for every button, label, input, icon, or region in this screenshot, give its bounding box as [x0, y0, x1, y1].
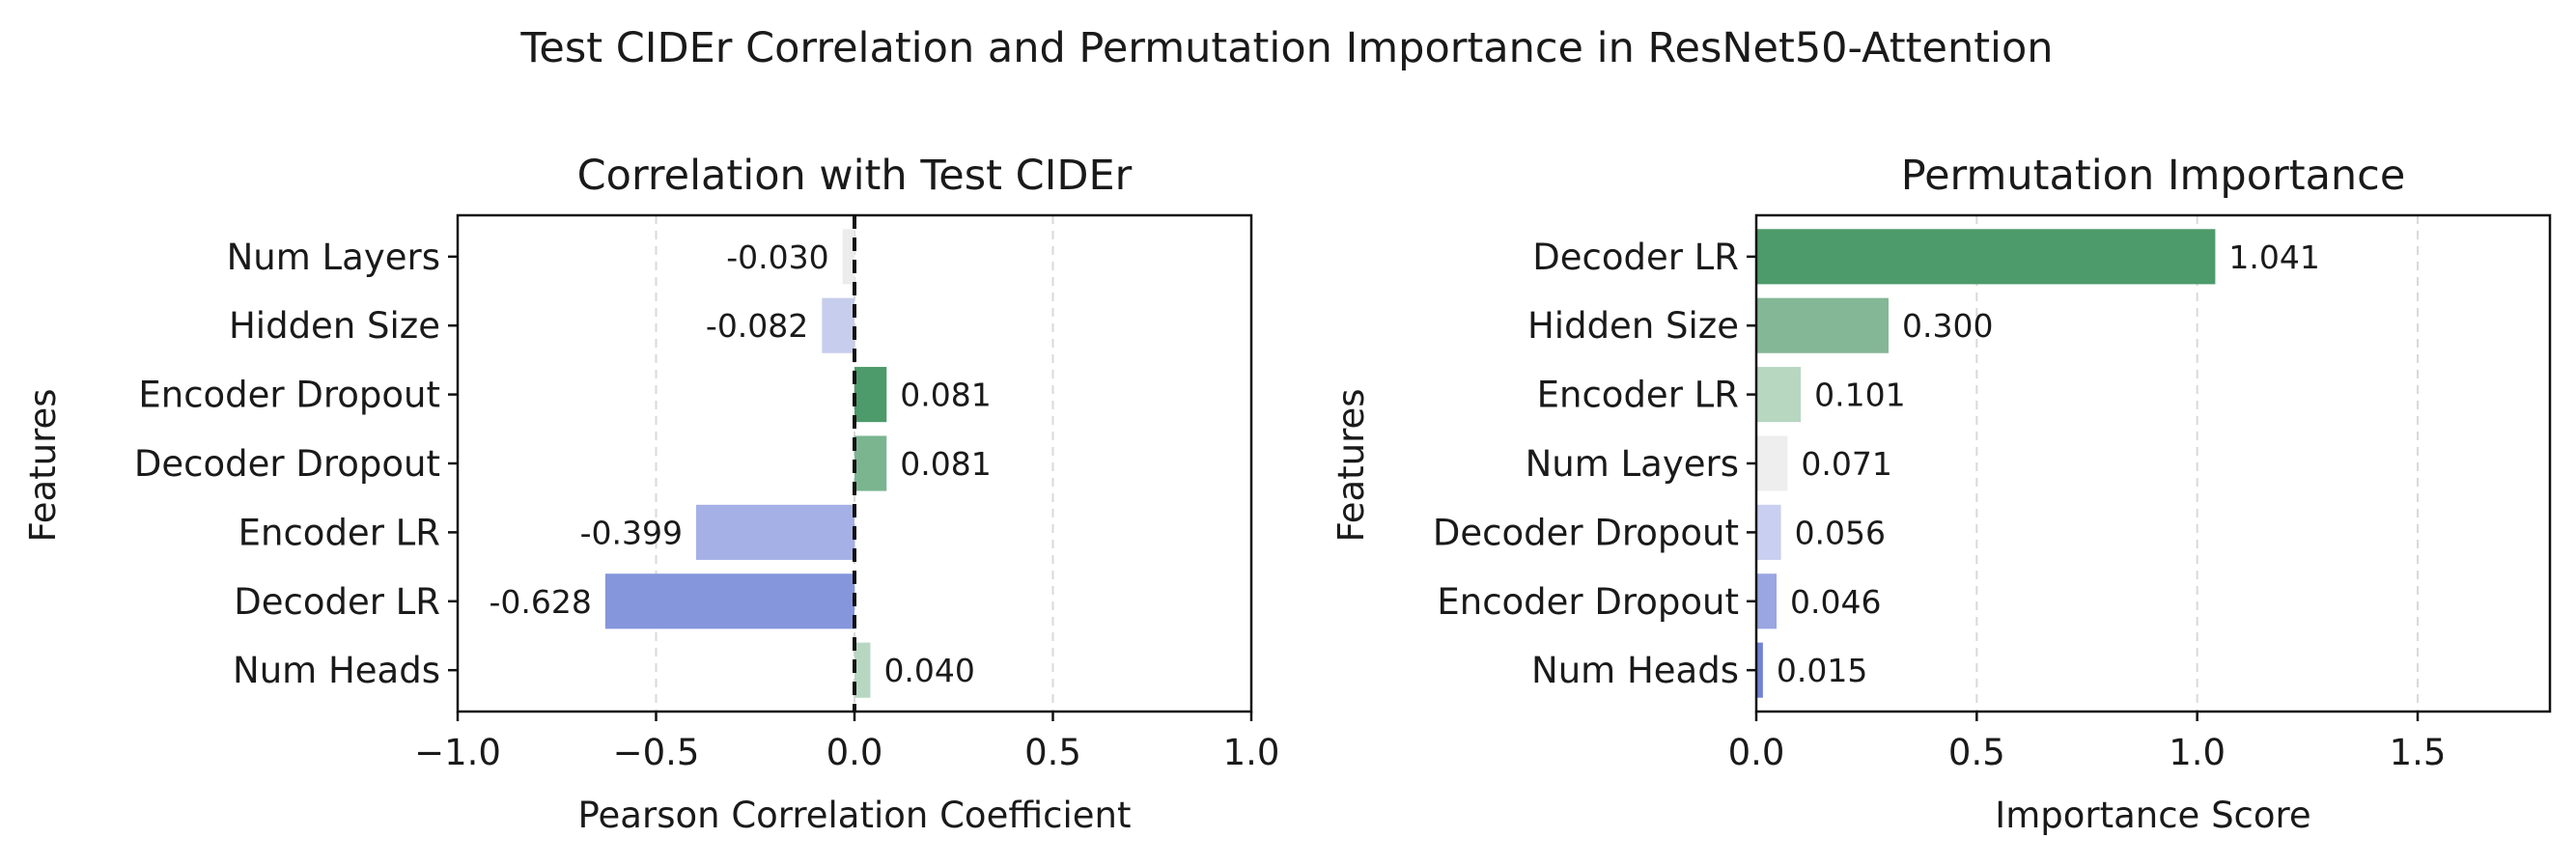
data-label: 0.101: [1814, 377, 1905, 414]
bar: [1756, 297, 1889, 353]
bar: [1756, 642, 1763, 698]
correlation-panel: -0.030 -0.082 0.081 0.081 -0.399 -0.628 0.040 N…: [22, 152, 1279, 836]
panel-title: Correlation with Test CIDEr: [577, 152, 1133, 200]
y-tick-label: Hidden Size: [229, 305, 440, 347]
bar: [1756, 229, 2216, 285]
data-label: -0.030: [726, 238, 828, 276]
y-tick-label: Encoder Dropout: [1437, 581, 1739, 623]
importance-panel: 1.041 0.300 0.101 0.071 0.056 0.046 0.015 Decod…: [1330, 152, 2552, 836]
figure-title: Test CIDEr Correlation and Permutation I…: [519, 24, 2053, 72]
bar: [1756, 367, 1802, 423]
y-tick-label: Decoder Dropout: [134, 443, 440, 485]
y-tick-label: Num Layers: [1526, 443, 1739, 485]
bar: [854, 642, 871, 698]
bar: [1756, 573, 1778, 629]
y-tick-label: Encoder LR: [1537, 375, 1739, 416]
data-label: 0.081: [900, 377, 991, 414]
data-label: 0.015: [1777, 652, 1867, 689]
y-tick-label: Decoder LR: [1532, 237, 1739, 278]
data-label: -0.628: [490, 583, 592, 621]
bar: [1756, 504, 1781, 560]
y-tick-label: Hidden Size: [1527, 305, 1739, 347]
bar: [854, 367, 887, 423]
data-label: 1.041: [2228, 238, 2319, 276]
data-label: 0.071: [1801, 445, 1891, 483]
bar: [604, 573, 854, 629]
bar: [854, 435, 887, 491]
y-axis-label: Features: [22, 388, 64, 542]
data-label: 0.040: [883, 652, 974, 689]
x-tick-label: 0.5: [1024, 732, 1081, 773]
data-label: -0.399: [580, 514, 683, 551]
x-tick-label: 1.0: [2169, 732, 2226, 773]
x-tick-label: 1.5: [2390, 732, 2447, 773]
bar: [822, 297, 854, 353]
data-label: 0.056: [1795, 514, 1886, 551]
x-axis-label: Pearson Correlation Coefficient: [578, 795, 1132, 836]
x-tick-label: 0.0: [1728, 732, 1785, 773]
x-axis-label: Importance Score: [1995, 795, 2310, 836]
y-tick-label: Num Heads: [1531, 650, 1739, 691]
x-tick-label: 1.0: [1223, 732, 1280, 773]
x-tick-label: 0.5: [1948, 732, 2005, 773]
y-axis-label: Features: [1330, 388, 1372, 542]
data-label: 0.046: [1790, 583, 1881, 621]
y-tick-label: Decoder Dropout: [1433, 512, 1739, 553]
x-tick-label: −0.5: [613, 732, 700, 773]
x-tick-label: −1.0: [414, 732, 501, 773]
y-tick-label: Encoder Dropout: [138, 375, 440, 416]
data-label: 0.081: [900, 445, 991, 483]
y-tick-label: Num Heads: [233, 650, 440, 691]
y-tick-label: Decoder LR: [234, 581, 440, 623]
data-label: -0.082: [706, 307, 808, 345]
x-tick-label: 0.0: [826, 732, 883, 773]
panel-title: Permutation Importance: [1901, 152, 2406, 200]
data-label: 0.300: [1902, 307, 1993, 345]
bar: [842, 229, 854, 285]
y-tick-label: Num Layers: [227, 237, 440, 278]
bar: [696, 504, 854, 560]
y-tick-label: Encoder LR: [238, 512, 440, 553]
bar: [1756, 435, 1788, 491]
